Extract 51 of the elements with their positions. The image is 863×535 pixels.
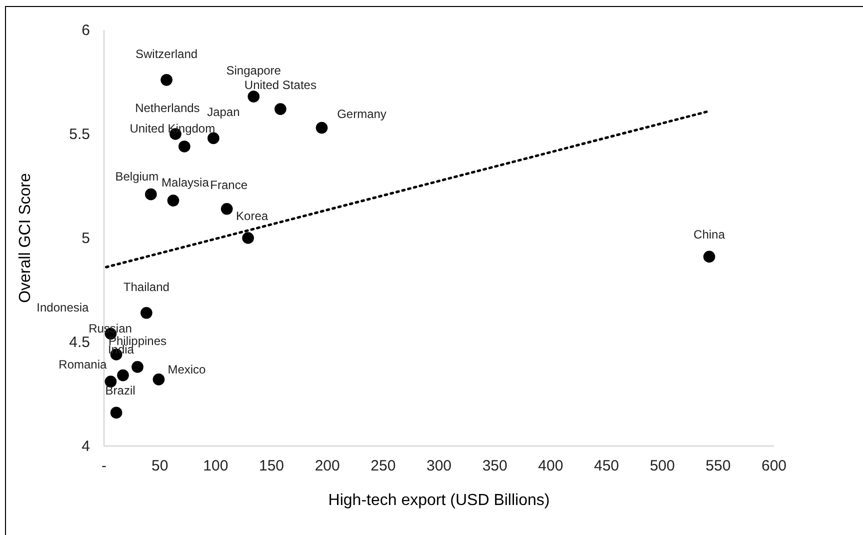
- point: [140, 306, 152, 319]
- annotation: Romania: [58, 358, 108, 372]
- point: [117, 369, 129, 382]
- annotation: United States: [244, 78, 316, 92]
- point: [178, 140, 190, 152]
- x-tick-label: 200: [314, 458, 340, 475]
- x-tick-label: 250: [370, 458, 396, 475]
- y-tick-label: 5: [82, 230, 90, 247]
- annotation: Indonesia: [36, 300, 90, 315]
- point: [220, 202, 233, 215]
- x-tick-label: 600: [761, 458, 787, 475]
- point: [160, 74, 172, 86]
- annotation: Switzerland: [136, 46, 198, 61]
- x-tick-label: 150: [258, 458, 284, 475]
- point: [316, 122, 328, 134]
- point: [152, 374, 165, 386]
- annotation: Brazil: [105, 384, 136, 398]
- annotation: Thailand: [123, 280, 170, 294]
- annotation: Netherlands: [135, 101, 200, 115]
- x-tick-label: -: [102, 458, 106, 475]
- annotation: Mexico: [168, 362, 206, 376]
- x-tick-label: 450: [594, 458, 620, 475]
- annotation: Malaysia: [162, 176, 210, 190]
- x-axis-title: High-tech export (USD Billions): [328, 492, 550, 509]
- y-tick-label: 6: [82, 22, 90, 39]
- x-tick-label: 400: [538, 458, 564, 475]
- y-tick-label: 5.5: [69, 126, 90, 143]
- annotation: Germany: [337, 106, 386, 121]
- x-tick-label: 500: [650, 458, 675, 475]
- point: [703, 250, 716, 263]
- annotation: France: [210, 178, 248, 192]
- point: [132, 361, 144, 373]
- point: [167, 194, 180, 206]
- point: [242, 232, 254, 244]
- point: [248, 90, 260, 102]
- y-tick-label: 4: [82, 438, 90, 455]
- annotation: China: [694, 228, 726, 242]
- x-tick-label: 100: [203, 458, 228, 475]
- x-tick-label: 50: [151, 458, 168, 475]
- x-tick-label: 300: [426, 458, 452, 475]
- x-tick-label: 550: [706, 458, 731, 475]
- point: [274, 103, 286, 115]
- point: [110, 406, 122, 419]
- point: [144, 188, 157, 200]
- annotation: Korea: [236, 209, 268, 223]
- annotation: Singapore: [226, 64, 282, 78]
- annotation: Japan: [207, 105, 240, 120]
- annotation: Belgium: [115, 169, 159, 184]
- y-tick-label: 4.5: [69, 334, 90, 351]
- x-tick-label: 350: [482, 458, 508, 475]
- y-axis-title: Overall GCI Score: [17, 172, 34, 303]
